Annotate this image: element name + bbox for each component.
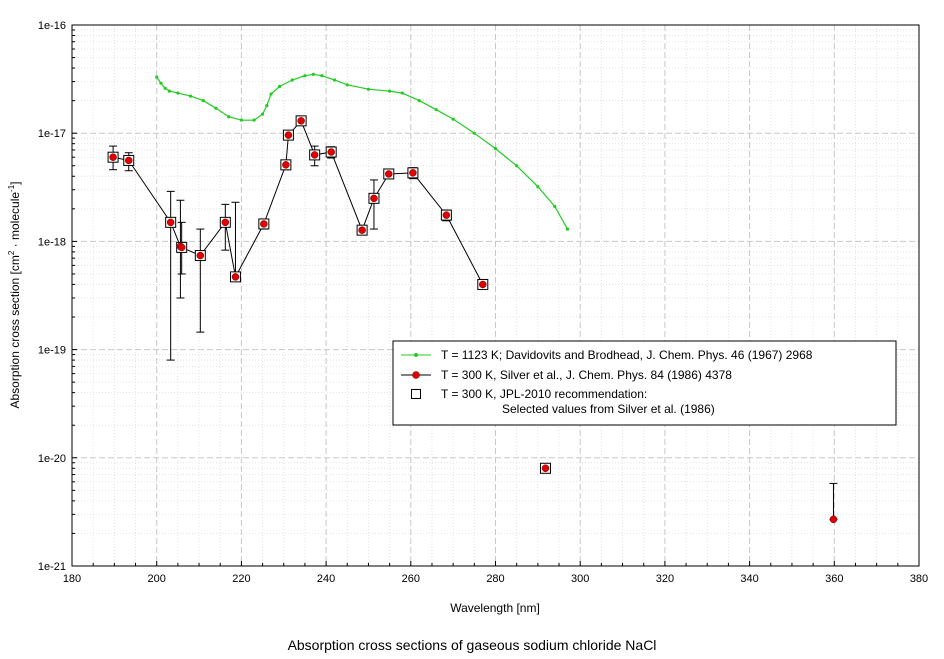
y-tick-label: 1e-18 <box>38 236 66 248</box>
series-silver-point <box>124 156 133 165</box>
series-davidovits-point <box>201 99 205 103</box>
x-axis-label: Wavelength [nm] <box>450 601 540 615</box>
series-silver-point <box>327 148 335 156</box>
series-davidovits-point <box>277 84 282 89</box>
series-silver-point <box>442 211 451 219</box>
y-tick-label: 1e-16 <box>38 20 66 32</box>
series-davidovits-point <box>227 115 231 119</box>
x-tick-labels: 180 200 220 240 260 280 300 320 340 360 380 <box>63 573 928 585</box>
series-silver-point <box>196 251 205 260</box>
x-tick-label: 360 <box>825 573 843 585</box>
series-davidovits-point <box>451 117 455 121</box>
series-davidovits-point <box>417 99 421 103</box>
series-davidovits-point <box>400 91 404 95</box>
legend-label-silver: T = 300 K, Silver et al., J. Chem. Phys.… <box>441 368 732 382</box>
series-davidovits-point <box>265 103 269 108</box>
series-silver-line <box>112 119 484 285</box>
series-silver-point <box>177 243 186 252</box>
axis-ticks <box>71 24 920 567</box>
series-davidovits-point <box>303 74 307 78</box>
legend-box <box>392 340 897 426</box>
series-silver-point <box>260 220 268 228</box>
series-davidovits-point <box>239 118 243 122</box>
series-davidovits-point <box>565 227 570 231</box>
series-davidovits-point <box>155 75 159 79</box>
series-davidovits-point <box>493 147 498 151</box>
series-davidovits-point <box>311 72 315 76</box>
legend-marker-davidovits <box>414 353 418 357</box>
legend-marker-silver <box>412 371 420 379</box>
series-silver-point <box>370 194 378 203</box>
series-silver-point <box>829 515 838 524</box>
series-davidovits-point <box>269 92 273 96</box>
series-davidovits-point <box>260 112 265 116</box>
series-davidovits-point <box>163 86 167 90</box>
series-silver-point <box>109 153 117 161</box>
series-davidovits-point <box>176 91 180 95</box>
series-davidovits-point <box>159 81 163 85</box>
series-silver-point <box>310 151 319 159</box>
y-tick-labels: 1e-21 1e-20 1e-19 1e-18 1e-17 1e-16 <box>38 20 66 573</box>
series-davidovits-point <box>434 108 438 112</box>
series-silver-point <box>166 218 175 227</box>
series-silver-point <box>282 161 290 169</box>
series-davidovits-point <box>167 89 172 93</box>
major-grid <box>72 25 919 566</box>
x-tick-label: 220 <box>232 573 250 585</box>
x-tick-label: 240 <box>317 573 335 585</box>
series-davidovits-point <box>366 87 371 91</box>
series-davidovits-line <box>156 73 569 230</box>
series-davidovits-point <box>188 94 193 98</box>
x-tick-label: 340 <box>740 573 758 585</box>
series-davidovits-point <box>214 106 218 110</box>
series-silver-point <box>385 170 393 178</box>
y-tick-label: 1e-20 <box>38 453 66 465</box>
x-tick-label: 280 <box>486 573 504 585</box>
series-layer <box>107 72 838 524</box>
series-davidovits-point <box>553 204 557 209</box>
series-silver-point <box>358 226 366 234</box>
series-silver-point <box>479 280 487 289</box>
series-silver-point <box>231 273 240 281</box>
series-silver-point <box>284 131 293 139</box>
series-davidovits-point <box>536 185 540 189</box>
series-davidovits-point <box>290 78 294 82</box>
x-tick-label: 180 <box>63 573 81 585</box>
x-tick-label: 260 <box>402 573 420 585</box>
legend-label-jpl-line2: Selected values from Silver et al. (1986… <box>502 402 715 416</box>
y-axis-label: Absorption cross section [cm2 · molecule… <box>7 181 22 408</box>
x-tick-label: 380 <box>910 573 928 585</box>
legend-marker-jpl <box>411 389 421 399</box>
y-tick-label: 1e-21 <box>38 561 66 573</box>
series-davidovits-point <box>472 131 476 135</box>
legend-label-davidovits: T = 1123 K; Davidovits and Brodhead, J. … <box>441 348 813 362</box>
series-silver-point <box>409 169 417 177</box>
series-davidovits-point <box>345 83 349 87</box>
y-tick-label: 1e-17 <box>38 128 66 140</box>
series-silver-point <box>297 117 305 125</box>
series-silver-point <box>221 218 230 227</box>
series-davidovits-point <box>388 89 392 93</box>
series-silver-point <box>541 464 550 473</box>
x-tick-label: 320 <box>656 573 674 585</box>
series-davidovits-point <box>332 78 337 82</box>
series-davidovits-point <box>320 74 324 78</box>
series-davidovits-point <box>515 164 519 168</box>
y-tick-label: 1e-19 <box>38 345 66 357</box>
x-tick-label: 200 <box>148 573 166 585</box>
x-tick-label: 300 <box>571 573 589 585</box>
legend-label-jpl-line1: T = 300 K, JPL-2010 recommendation: <box>441 387 647 401</box>
series-davidovits-point <box>252 118 256 122</box>
legend: T = 1123 K; Davidovits and Brodhead, J. … <box>392 340 897 426</box>
chart-title: Absorption cross sections of gaseous sod… <box>287 637 657 653</box>
